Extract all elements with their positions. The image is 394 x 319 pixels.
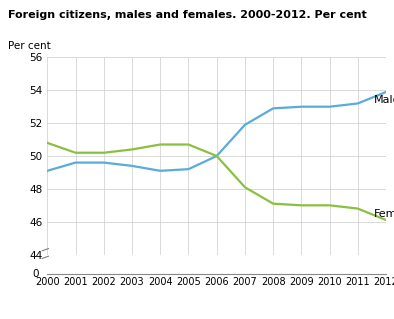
Text: Per cent: Per cent [8, 41, 51, 51]
Text: Males: Males [374, 95, 394, 105]
Text: Females: Females [374, 209, 394, 219]
Text: Foreign citizens, males and females. 2000-2012. Per cent: Foreign citizens, males and females. 200… [8, 10, 367, 19]
Text: 0: 0 [32, 269, 39, 279]
